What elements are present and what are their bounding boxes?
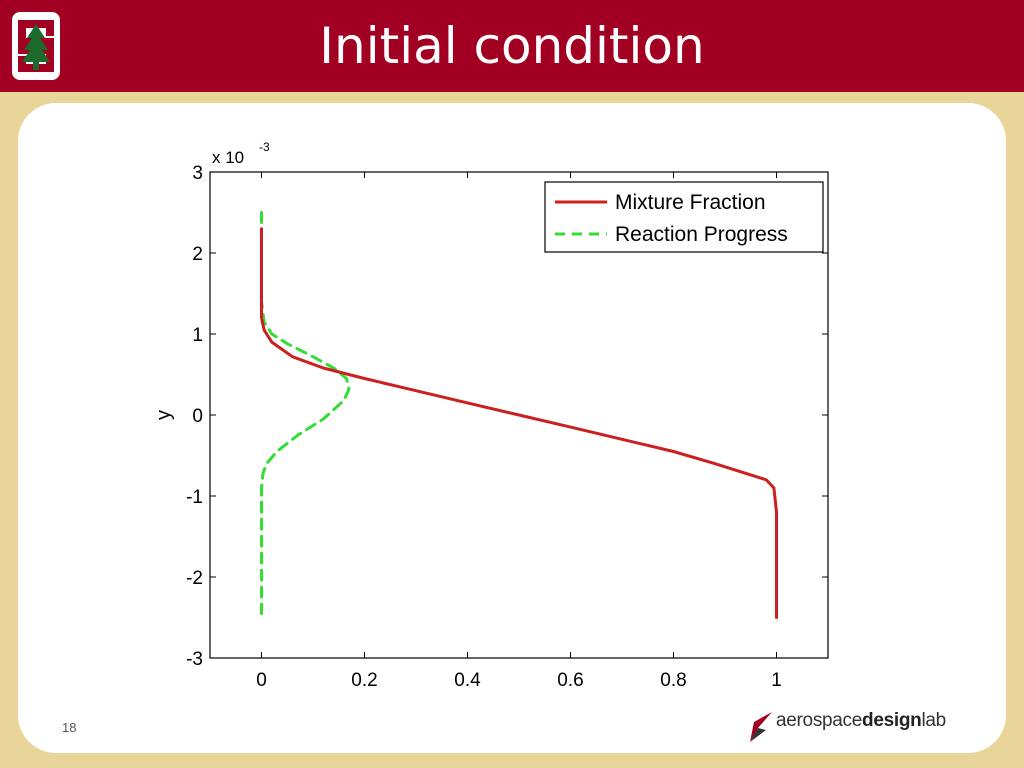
slide-title: Initial condition [319, 17, 705, 75]
legend-label: Reaction Progress [615, 223, 788, 246]
slide-header: Initial condition [0, 0, 1024, 92]
legend-box [544, 181, 824, 253]
y-tick-label: 1 [192, 325, 203, 346]
x-tick-label: 0.4 [454, 670, 481, 691]
y-tick-label: -2 [186, 568, 203, 589]
y-tick-label: 0 [192, 406, 203, 427]
y-tick-label: 2 [192, 244, 203, 265]
brand-arrow-icon [750, 712, 772, 742]
brand-text: aerospacedesignlab [776, 710, 946, 732]
x-tick-label: 0.8 [660, 670, 686, 691]
x-tick-label: 0 [256, 670, 267, 691]
page-number: 18 [62, 720, 77, 735]
y-axis-label: y [153, 410, 175, 420]
x-tick-label: 0.2 [351, 670, 377, 691]
series-line-mixture-fraction [260, 227, 778, 619]
x-tick-label: 0.6 [557, 670, 583, 691]
y-tick-label: 3 [192, 163, 203, 184]
y-scale-exponent: -3 [259, 140, 270, 154]
brand-text-part1: aerospace [776, 710, 863, 731]
y-tick-label: -3 [186, 649, 203, 670]
brand-logo: aerospacedesignlab [748, 704, 988, 744]
series-line-reaction-progress [260, 211, 351, 615]
brand-text-part2: design [862, 710, 922, 731]
x-tick-label: 1 [771, 670, 782, 691]
legend-label: Mixture Fraction [615, 191, 766, 214]
y-tick-label: -1 [186, 487, 203, 508]
stanford-logo-icon [12, 12, 60, 80]
y-scale-factor: x 10 [212, 148, 244, 167]
brand-text-part3: lab [921, 710, 946, 731]
